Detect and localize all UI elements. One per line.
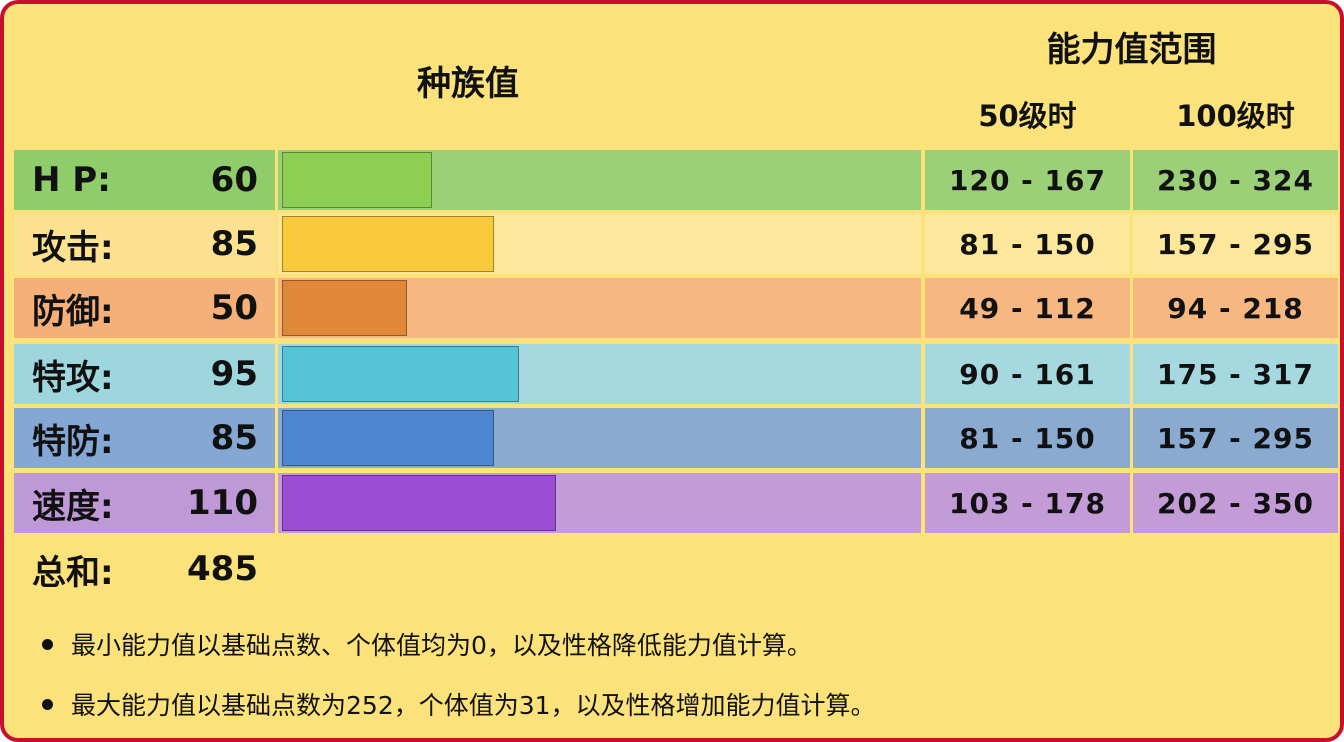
range-level50: 81 - 150 [925,214,1130,274]
stat-range-header: 能力值范围 [1046,29,1217,70]
stat-label: 特攻: [32,357,114,398]
range-level100: 202 - 350 [1133,473,1338,533]
stat-label-bg [14,473,275,533]
note-max: 最大能力值以基础点数为252，个体值为31，以及性格增加能力值计算。 [42,684,876,724]
bullet-icon [42,698,53,710]
stat-bar [282,410,494,466]
stat-label-bg [14,408,275,468]
stat-bar [282,280,407,336]
stat-label: 速度: [32,486,114,527]
total-label: 总和: [32,552,114,593]
stat-label-bg [14,214,275,274]
level50-header: 50级时 [978,98,1077,133]
range-level50: 120 - 167 [925,150,1130,210]
stat-bar [282,346,519,402]
stat-value: 85 [210,418,258,458]
range-level50: 49 - 112 [925,278,1130,338]
stat-label: 特防: [32,421,114,462]
stat-label: 防御: [32,291,114,332]
stat-value: 50 [210,288,258,328]
range-level100: 157 - 295 [1133,214,1338,274]
range-level50: 103 - 178 [925,473,1130,533]
level100-header: 100级时 [1176,98,1295,133]
total-value: 485 [187,549,258,589]
range-level100: 157 - 295 [1133,408,1338,468]
range-level100: 94 - 218 [1133,278,1338,338]
note-min-text: 最小能力值以基础点数、个体值均为0，以及性格降低能力值计算。 [71,631,812,660]
stat-bar [282,216,494,272]
range-level50: 90 - 161 [925,344,1130,404]
stat-label-bg [14,150,275,210]
range-level100: 175 - 317 [1133,344,1338,404]
range-level50: 81 - 150 [925,408,1130,468]
stat-label: 攻击: [32,227,114,268]
stat-value: 60 [210,160,258,200]
note-max-text: 最大能力值以基础点数为252，个体值为31，以及性格增加能力值计算。 [71,691,876,720]
stat-label: H P: [32,160,111,200]
stat-bar [282,475,556,531]
stat-value: 110 [187,483,258,523]
stat-label-bg [14,344,275,404]
stat-bar [282,152,432,208]
base-stats-header: 种族值 [417,63,519,104]
stat-value: 85 [210,224,258,264]
stat-label-bg [14,278,275,338]
note-min: 最小能力值以基础点数、个体值均为0，以及性格降低能力值计算。 [42,624,812,664]
stat-value: 95 [210,354,258,394]
range-level100: 230 - 324 [1133,150,1338,210]
bullet-icon [42,638,53,650]
